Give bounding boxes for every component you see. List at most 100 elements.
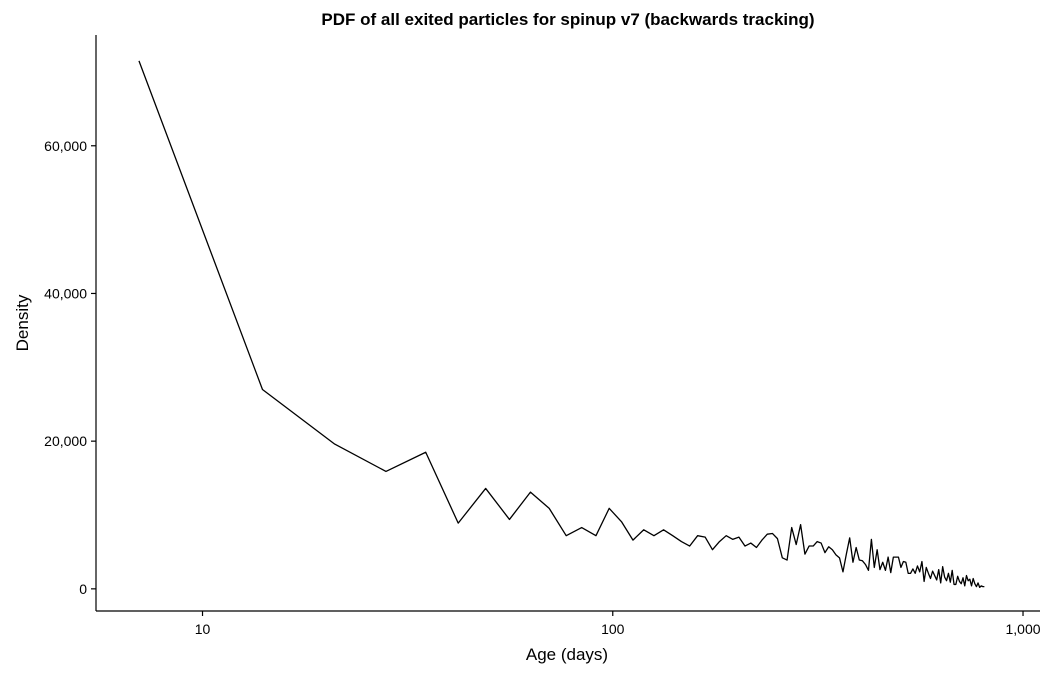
data-point — [632, 540, 633, 541]
data-point — [942, 566, 943, 567]
data-point — [930, 578, 931, 579]
data-point — [903, 561, 904, 562]
y-ticks: 0 20,000 40,000 60,000 — [44, 138, 96, 597]
data-point — [912, 568, 913, 569]
data-point — [964, 585, 965, 586]
data-point — [940, 582, 941, 583]
data-point — [828, 546, 829, 547]
data-point — [262, 389, 263, 390]
data-point — [882, 562, 883, 563]
data-point — [877, 549, 878, 550]
data-point — [824, 552, 825, 553]
y-tick-label: 20,000 — [44, 433, 87, 449]
x-tick-label: 100 — [601, 621, 625, 637]
data-point — [744, 545, 745, 546]
data-point — [750, 542, 751, 543]
data-point — [944, 576, 945, 577]
data-point — [761, 540, 762, 541]
data-point — [862, 560, 863, 561]
data-point — [772, 533, 773, 534]
data-point — [977, 582, 978, 583]
data-point — [885, 570, 886, 571]
data-point — [968, 580, 969, 581]
data-point — [890, 572, 891, 573]
data-point — [934, 575, 935, 576]
data-point — [915, 573, 916, 574]
data-point — [898, 556, 899, 557]
y-tick-label: 40,000 — [44, 285, 87, 301]
data-point — [800, 524, 801, 525]
data-point — [530, 492, 531, 493]
data-point — [921, 561, 922, 562]
data-point — [842, 571, 843, 572]
data-point — [969, 579, 970, 580]
data-point — [643, 529, 644, 530]
data-point — [738, 537, 739, 538]
data-point — [924, 581, 925, 582]
data-point — [581, 527, 582, 528]
data-point — [609, 508, 610, 509]
chart-title: PDF of all exited particles for spinup v… — [321, 10, 814, 29]
data-point — [874, 567, 875, 568]
data-point — [938, 569, 939, 570]
data-point — [835, 554, 836, 555]
data-point — [868, 570, 869, 571]
data-point — [756, 547, 757, 548]
data-point — [919, 571, 920, 572]
data-point — [973, 578, 974, 579]
data-point — [871, 539, 872, 540]
data-point — [726, 535, 727, 536]
data-point — [974, 583, 975, 584]
data-point — [961, 583, 962, 584]
data-point — [138, 60, 139, 61]
data-point — [767, 534, 768, 535]
data-point — [549, 508, 550, 509]
data-point — [653, 535, 654, 536]
data-point — [697, 535, 698, 536]
data-point — [984, 586, 985, 587]
x-tick-label: 10 — [195, 621, 211, 637]
data-point — [859, 559, 860, 560]
data-point — [856, 547, 857, 548]
data-point — [893, 556, 894, 557]
data-point — [509, 519, 510, 520]
data-point — [952, 570, 953, 571]
data-point — [846, 554, 847, 555]
data-point — [705, 537, 706, 538]
x-axis-title: Age (days) — [526, 645, 608, 664]
data-point — [458, 523, 459, 524]
data-point — [905, 562, 906, 563]
data-point — [976, 586, 977, 587]
y-tick-label: 60,000 — [44, 138, 87, 154]
data-point — [888, 556, 889, 557]
data-point — [950, 582, 951, 583]
data-point — [900, 567, 901, 568]
data-point — [782, 557, 783, 558]
density-line — [138, 60, 985, 589]
data-point — [966, 575, 967, 576]
data-point — [928, 573, 929, 574]
data-point — [932, 571, 933, 572]
x-tick-label: 1,000 — [1005, 621, 1040, 637]
data-point — [681, 541, 682, 542]
data-point — [689, 545, 690, 546]
y-tick-label: 0 — [79, 581, 87, 597]
data-point — [786, 559, 787, 560]
data-point — [566, 535, 567, 536]
data-point — [953, 584, 954, 585]
data-point — [946, 580, 947, 581]
data-point — [385, 471, 386, 472]
data-point — [948, 573, 949, 574]
data-point — [672, 535, 673, 536]
data-point — [971, 585, 972, 586]
data-point — [908, 573, 909, 574]
data-point — [895, 556, 896, 557]
data-point — [796, 544, 797, 545]
data-point — [852, 562, 853, 563]
data-point — [804, 554, 805, 555]
data-point — [334, 444, 335, 445]
data-point — [879, 569, 880, 570]
data-point — [485, 488, 486, 489]
data-point — [791, 527, 792, 528]
data-point — [982, 586, 983, 587]
